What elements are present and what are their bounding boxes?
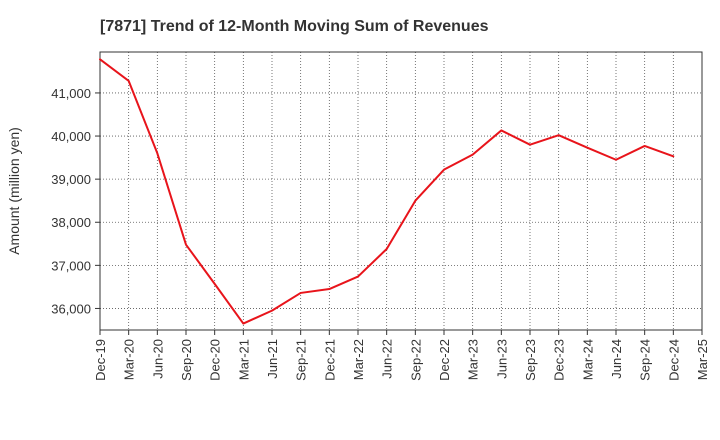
x-tick-label: Sep-22 [408,339,423,381]
x-tick-label: Dec-23 [552,339,567,381]
series-layer [99,58,675,325]
y-tick-label: 39,000 [51,172,91,187]
y-tick-label: 41,000 [51,86,91,101]
series-line [99,58,675,325]
plot-area [99,51,703,331]
chart-title: [7871] Trend of 12-Month Moving Sum of R… [100,18,489,35]
x-tick-label: Dec-21 [322,339,337,381]
x-tick-label: Sep-23 [523,339,538,381]
x-tick-label: Mar-20 [122,339,137,380]
y-axis-label: Amount (million yen) [6,127,22,255]
x-tick-label: Dec-24 [666,339,681,381]
y-tick-label: 37,000 [51,258,91,273]
x-tick-label: Mar-23 [466,339,481,380]
x-tick-label: Dec-22 [437,339,452,381]
x-tick-label: Jun-21 [265,339,280,379]
y-axis: 36,000 37,000 38,000 39,000 40,000 41,000 [51,86,100,316]
x-tick-label: Jun-20 [150,339,165,379]
x-tick-label: Mar-21 [236,339,251,380]
x-tick-label: Dec-20 [208,339,223,381]
y-tick-label: 40,000 [51,129,91,144]
y-tick-label: 38,000 [51,215,91,230]
x-tick-label: Mar-22 [351,339,366,380]
x-tick-label: Mar-25 [695,339,710,380]
x-tick-label: Dec-19 [93,339,108,381]
x-tick-label: Jun-22 [380,339,395,379]
x-tick-label: Jun-23 [494,339,509,379]
x-tick-label: Mar-24 [580,339,595,380]
x-axis: Dec-19 Mar-20 Jun-20 Sep-20 Dec-20 Mar-21 Jun-… [93,330,710,381]
x-tick-label: Sep-24 [638,339,653,381]
x-tick-label: Jun-24 [609,339,624,379]
grid [100,52,702,330]
x-tick-label: Sep-20 [179,339,194,381]
x-tick-label: Sep-21 [294,339,309,381]
y-tick-label: 36,000 [51,301,91,316]
